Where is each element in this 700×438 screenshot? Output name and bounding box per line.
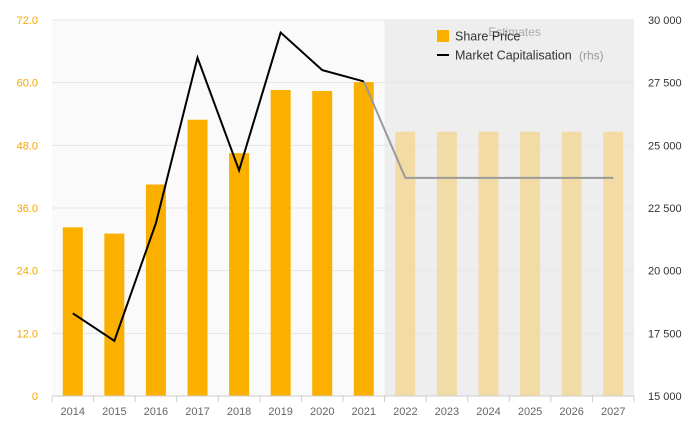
y-right-tick-label: 27 500 — [648, 78, 682, 90]
y-right-tick-label: 25 000 — [648, 140, 682, 152]
y-right-tick-label: 30 000 — [648, 15, 682, 27]
legend-market-cap-suffix: (rhs) — [579, 49, 604, 63]
x-tick-label: 2027 — [601, 406, 625, 418]
y-right-tick-label: 20 000 — [648, 266, 682, 278]
line-market-cap-actual — [72, 30, 365, 343]
bar-share-price-2019 — [270, 89, 291, 396]
bar-share-price-2018 — [229, 153, 250, 396]
x-tick-label: 2015 — [102, 406, 126, 418]
y-right-tick-label: 22 500 — [648, 203, 682, 215]
x-tick-label: 2024 — [476, 406, 500, 418]
x-tick-label: 2021 — [352, 406, 376, 418]
x-tick-label: 2020 — [310, 406, 334, 418]
bar-share-price-2026 — [561, 131, 582, 396]
x-tick-label: 2014 — [61, 406, 85, 418]
legend-share-price-label: Share Price — [455, 30, 520, 44]
bar-share-price-2024 — [478, 131, 499, 396]
y-left-tick-label: 24.0 — [17, 266, 38, 278]
bar-share-price-2016 — [145, 184, 166, 396]
x-tick-label: 2018 — [227, 406, 251, 418]
y-left-tick-label: 36.0 — [17, 203, 38, 215]
bar-share-price-2014 — [62, 227, 83, 396]
y-right-tick-label: 17 500 — [648, 328, 682, 340]
x-tick-label: 2026 — [559, 406, 583, 418]
estimates-label: Estimates — [488, 25, 541, 39]
bar-share-price-2017 — [187, 119, 208, 396]
y-left-tick-label: 12.0 — [17, 328, 38, 340]
x-tick-label: 2019 — [268, 406, 292, 418]
line-market-cap-estimates — [362, 81, 614, 179]
bar-share-price-2020 — [312, 91, 333, 397]
bar-share-price-2022 — [395, 131, 416, 396]
y-left-tick-label: 72.0 — [17, 15, 38, 27]
bar-share-price-2015 — [104, 233, 125, 396]
legend-share-price-swatch — [437, 30, 449, 42]
y-left-tick-label: 0 — [32, 391, 38, 403]
y-left-tick-label: 48.0 — [17, 140, 38, 152]
bar-share-price-2025 — [520, 131, 541, 396]
y-right-tick-label: 15 000 — [648, 391, 682, 403]
legend-market-cap-label: Market Capitalisation — [455, 49, 572, 63]
x-tick-label: 2017 — [185, 406, 209, 418]
bar-share-price-2023 — [436, 131, 457, 396]
bar-share-price-2027 — [603, 131, 624, 396]
bar-share-price-2021 — [353, 82, 374, 397]
x-tick-label: 2022 — [393, 406, 417, 418]
x-tick-label: 2016 — [144, 406, 168, 418]
y-left-tick-label: 60.0 — [17, 78, 38, 90]
x-tick-label: 2023 — [435, 406, 459, 418]
x-tick-label: 2025 — [518, 406, 542, 418]
